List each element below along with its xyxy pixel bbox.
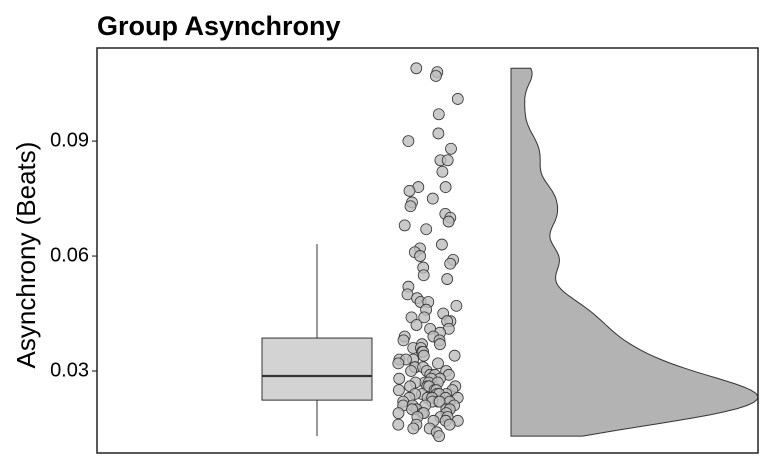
point [417,269,430,282]
point [405,365,418,377]
point [433,395,446,408]
point [407,422,420,435]
point [441,154,454,167]
point [392,407,405,420]
point [442,215,455,228]
point [426,192,439,205]
point [410,62,423,75]
point [429,70,442,82]
point [432,108,445,121]
point [441,273,454,285]
box [261,337,373,401]
y-axis-label: Asynchrony (Beats) [11,142,41,369]
point [450,299,463,312]
point [451,93,464,105]
y-tick-label: 0.09 [50,129,89,151]
point [432,357,444,370]
point [417,349,430,362]
point [436,165,449,178]
point [402,135,415,148]
point [404,200,417,213]
point [392,418,405,431]
point [403,185,416,197]
point [443,418,456,431]
point [435,238,448,251]
y-tick-label: 0.06 [50,244,89,266]
point [393,372,406,385]
point [410,319,423,331]
point [420,223,433,236]
point [392,384,405,397]
chart-title: Group Asynchrony [97,11,341,41]
point [445,142,457,155]
point [398,219,411,232]
point [433,430,446,443]
y-tick-label: 0.03 [50,359,89,381]
point [448,349,461,362]
density [510,67,759,437]
point [432,127,445,140]
point [444,257,457,270]
plot-border [96,47,759,454]
point [392,357,405,370]
point [414,250,427,262]
point [434,338,446,351]
point [397,334,410,347]
point [418,311,431,324]
point [439,181,452,193]
